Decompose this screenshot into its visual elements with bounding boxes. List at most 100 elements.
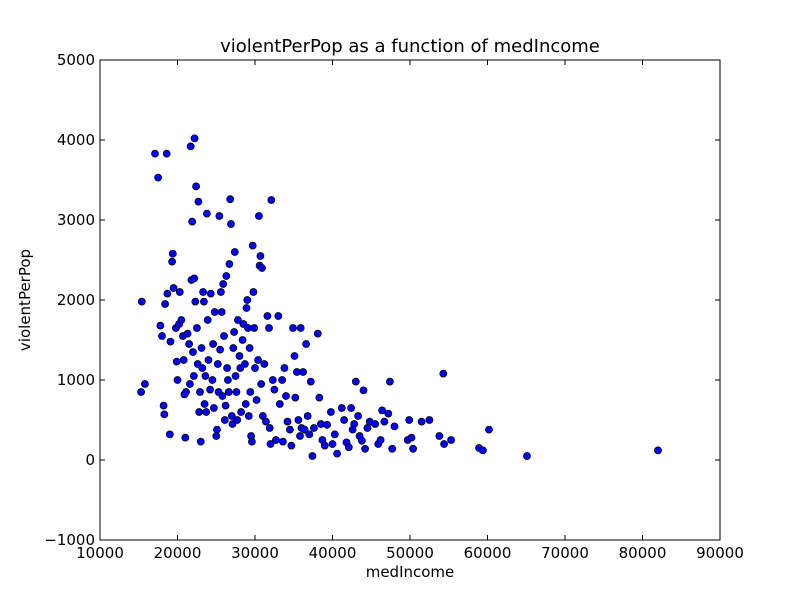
data-point-28 [183, 329, 192, 338]
data-point-76 [223, 364, 232, 372]
data-point-1 [137, 297, 146, 306]
x-tick-label-6: 70000 [541, 544, 589, 562]
data-point-69 [217, 308, 226, 316]
data-point-73 [220, 416, 229, 424]
plot-frame [99, 59, 721, 541]
data-point-114 [256, 252, 265, 260]
data-point-162 [333, 449, 342, 458]
data-point-188 [405, 416, 414, 424]
data-point-62 [212, 432, 221, 440]
data-point-139 [291, 393, 300, 402]
data-point-143 [296, 324, 305, 332]
data-point-102 [245, 344, 254, 352]
data-point-2 [140, 380, 149, 388]
data-point-178 [371, 420, 380, 428]
data-point-11 [160, 410, 169, 419]
data-point-3 [151, 149, 159, 158]
data-point-132 [280, 364, 289, 372]
x-tick-label-0: 10000 [76, 544, 124, 562]
data-point-142 [296, 432, 304, 440]
data-point-52 [202, 408, 211, 416]
data-point-74 [221, 401, 230, 410]
data-point-161 [330, 430, 339, 439]
x-axis-label: medIncome [366, 563, 455, 581]
data-point-31 [186, 142, 195, 151]
data-point-22 [177, 316, 186, 324]
data-point-115 [257, 380, 266, 388]
x-tick-label-8: 90000 [696, 544, 744, 562]
data-point-33 [188, 217, 197, 226]
data-point-58 [208, 376, 217, 384]
data-point-44 [196, 388, 204, 396]
y-tick-label-4: 3000 [57, 211, 95, 229]
data-point-19 [173, 376, 182, 384]
data-point-55 [204, 356, 213, 364]
data-point-29 [185, 340, 194, 348]
y-tick-label-3: 2000 [57, 291, 95, 309]
data-point-145 [299, 368, 308, 376]
data-point-200 [523, 452, 531, 460]
data-point-126 [270, 385, 279, 394]
data-point-50 [200, 400, 209, 408]
data-point-96 [240, 360, 249, 368]
data-point-94 [238, 336, 247, 344]
data-point-192 [425, 416, 434, 424]
data-point-146 [300, 425, 309, 434]
data-point-59 [209, 340, 218, 348]
data-point-153 [313, 329, 322, 338]
data-point-56 [206, 385, 215, 394]
data-point-91 [235, 352, 244, 360]
data-point-63 [213, 425, 221, 434]
data-point-174 [359, 386, 368, 395]
chart-title: violentPerPop as a function of medIncome [220, 36, 600, 57]
data-point-13 [166, 337, 175, 346]
data-point-170 [351, 377, 360, 386]
data-point-90 [233, 316, 242, 324]
data-point-81 [227, 220, 235, 228]
x-tick-label-3: 40000 [309, 544, 357, 562]
data-point-141 [294, 416, 303, 424]
data-point-180 [376, 436, 385, 444]
data-point-61 [210, 308, 219, 316]
data-point-26 [181, 433, 190, 442]
data-point-36 [190, 274, 199, 283]
data-point-46 [197, 344, 206, 352]
data-point-166 [344, 443, 353, 452]
data-point-40 [192, 324, 201, 332]
data-point-183 [384, 409, 393, 418]
data-point-154 [315, 393, 324, 402]
data-point-120 [263, 312, 272, 320]
data-point-195 [440, 440, 449, 448]
y-axis-label: violentPerPop [16, 249, 34, 351]
data-point-185 [388, 444, 397, 453]
data-point-35 [189, 372, 198, 380]
data-point-99 [243, 296, 252, 304]
data-point-194 [439, 369, 448, 378]
data-point-158 [323, 420, 332, 429]
y-tick-label-6: 5000 [57, 51, 95, 69]
data-point-190 [409, 444, 418, 453]
data-point-9 [163, 289, 172, 298]
data-point-171 [354, 412, 363, 420]
data-point-106 [248, 241, 257, 250]
data-point-133 [282, 392, 290, 400]
data-point-201 [654, 446, 662, 455]
data-point-53 [202, 209, 211, 218]
data-point-48 [199, 288, 208, 296]
data-point-109 [251, 364, 259, 372]
data-point-191 [417, 417, 426, 426]
data-point-176 [363, 424, 372, 432]
data-point-181 [378, 406, 387, 415]
data-point-57 [206, 289, 215, 298]
data-point-27 [182, 388, 190, 396]
data-point-112 [254, 212, 263, 220]
data-point-148 [303, 412, 312, 420]
data-point-121 [265, 324, 273, 332]
data-point-14 [168, 257, 177, 266]
data-point-60 [209, 404, 218, 412]
data-point-196 [447, 436, 456, 444]
data-point-98 [242, 304, 251, 312]
data-point-38 [191, 297, 200, 306]
data-point-164 [340, 416, 349, 424]
